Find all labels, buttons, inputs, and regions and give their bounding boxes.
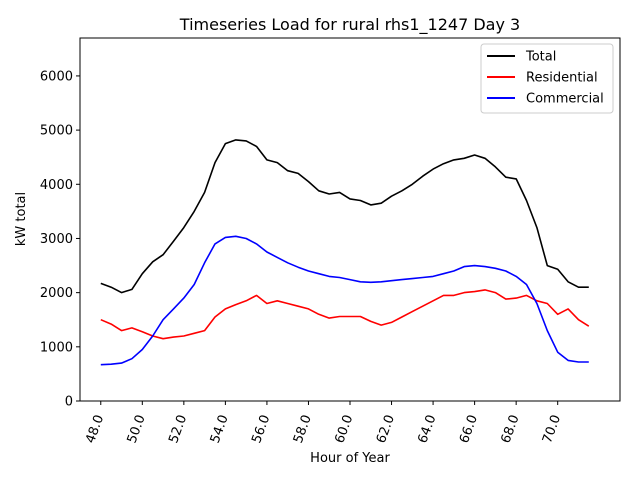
series-line-residential (100, 289, 590, 340)
y-tick-label: 2000 (40, 286, 73, 301)
legend-items: Total Residential Commercial (487, 50, 604, 107)
y-tick-label: 0 (65, 395, 73, 410)
y-tick-label: 1000 (40, 340, 73, 355)
series-line-commercial (100, 235, 589, 366)
legend-label-total: Total (525, 50, 556, 65)
x-axis-label: Hour of Year (310, 451, 390, 466)
y-axis-label: kW total (14, 192, 29, 246)
legend-box (480, 43, 614, 114)
chart-title: Timeseries Load for rural rhs1_1247 Day … (179, 15, 520, 35)
series-layer (100, 139, 590, 366)
legend: Total Residential Commercial (480, 43, 614, 114)
legend-label-residential: Residential (526, 71, 598, 86)
y-tick-label: 5000 (40, 124, 73, 139)
y-axis: 0 1000 2000 3000 4000 5000 6000 (40, 69, 80, 410)
legend-label-commercial: Commercial (526, 92, 604, 107)
series-line-total (100, 139, 589, 294)
y-tick-label: 3000 (40, 232, 73, 247)
y-tick-label: 6000 (40, 69, 73, 84)
y-tick-label: 4000 (40, 178, 73, 193)
